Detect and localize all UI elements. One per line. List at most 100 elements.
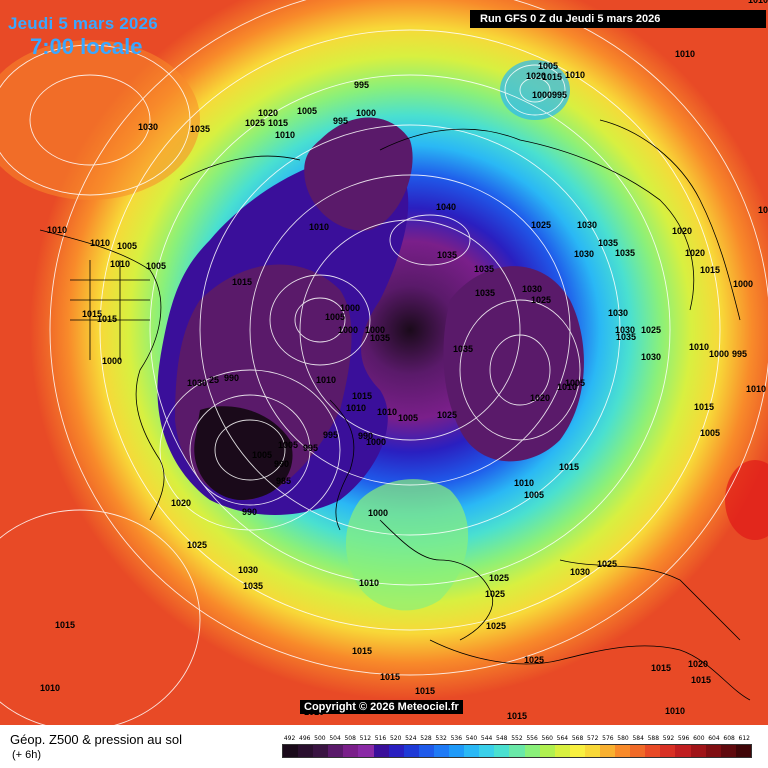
isobar-label: 1030 [238, 565, 258, 575]
high-cell-africa [725, 460, 768, 540]
isobar-label: 1015 [559, 462, 579, 472]
isobar-label: 1010 [689, 342, 709, 352]
isobar-label: 1010 [40, 683, 60, 693]
colorbar-tick: 608 [723, 735, 735, 742]
isobar-label: 1030 [615, 325, 635, 335]
legend-footer: Géop. Z500 & pression au sol (+ 6h) 492 4… [0, 725, 768, 768]
isobar-label: 1030 [577, 220, 597, 230]
isobar-label: 1015 [352, 391, 372, 401]
colorbar-tick: 580 [617, 735, 629, 742]
isobar-label: 1010 [309, 222, 329, 232]
coastlines [39, 119, 751, 701]
isobar-label: 1010 [316, 375, 336, 385]
isobar-label: 1005 [538, 61, 558, 71]
isobar-label: 1015 [380, 672, 400, 682]
low-cell-north-pacific [500, 60, 570, 120]
isobar-contours [0, 0, 768, 725]
isobar-label: 1000 [340, 303, 360, 313]
isobar-label: 1010 [377, 407, 397, 417]
isobar-label: 1030 [138, 122, 158, 132]
isobar-label: 1015 [691, 675, 711, 685]
colorbar-tick: 596 [677, 735, 690, 742]
isobar-label: 1025 [486, 621, 506, 631]
isobar-label: 1005 [398, 413, 418, 423]
colorbar-tick: 612 [738, 735, 750, 742]
colorbar-tick: 540 [465, 735, 478, 742]
isobar-label: 990 [358, 431, 373, 441]
isobar-label: 1010 [557, 382, 577, 392]
colorbar-swatch [283, 745, 299, 757]
forecast-date: Jeudi 5 mars 2026 [8, 14, 158, 33]
colorbar-swatch [630, 745, 646, 757]
colorbar-swatch [298, 745, 314, 757]
isobar-label: 1025 [531, 295, 551, 305]
isobar-label: 1000 [338, 325, 358, 335]
isobar-label: 1010 [675, 49, 695, 59]
isobar-label: 1025 [437, 410, 457, 420]
isobar-label: 1030 [608, 308, 628, 318]
isobar-label: 1015 [758, 205, 768, 215]
isobar-label: 995 [333, 116, 348, 126]
colorbar-swatch [584, 745, 600, 757]
colorbar-tick: 600 [693, 735, 705, 742]
isobar-label: 1010 [746, 384, 766, 394]
colorbar-tick: 560 [541, 735, 553, 742]
colorbar-swatch [433, 745, 450, 757]
colorbar-tick: 496 [299, 735, 311, 742]
colorbar-swatch [358, 745, 374, 757]
colorbar-tick: 500 [314, 735, 326, 742]
isobar-label: 1010 [665, 706, 685, 716]
isobar-label: 1000 [365, 325, 385, 335]
colorbar-swatch [313, 745, 329, 757]
colorbar-tick: 572 [586, 735, 599, 742]
colorbar-swatch [599, 745, 616, 757]
isobar-label: 1030 [570, 567, 590, 577]
isobar-label: 985 [276, 476, 291, 486]
colorbar-swatch [479, 745, 495, 757]
isobar-label: 1010 [359, 578, 379, 588]
isobar-label: 1010 [565, 70, 585, 80]
forecast-time: 7:00 locale [30, 34, 143, 59]
colorbar-swatch [615, 745, 631, 757]
colorbar-swatch [328, 745, 344, 757]
isobar-label: 1015 [542, 72, 562, 82]
isobar-label: 1020 [530, 393, 550, 403]
isobar-label: 1025 [489, 573, 509, 583]
colorbar-tick: 564 [556, 735, 569, 742]
isobar-label: 1000 [709, 349, 729, 359]
isobar-label: 1000 [102, 356, 122, 366]
isobar-label: 1025 [245, 118, 265, 128]
isobar-label: 1025 [531, 220, 551, 230]
isobar-label: 1005 [146, 261, 166, 271]
isobar-label: 1020 [258, 108, 278, 118]
high-cell-pacific [0, 40, 200, 200]
isobar-label: 990 [224, 373, 239, 383]
isobar-label: 1020 [171, 498, 191, 508]
isobar-label: 1015 [700, 265, 720, 275]
isobar-label: 1020 [672, 226, 692, 236]
isobar-label: 1000 [356, 108, 376, 118]
isobar-label: 1030 [574, 249, 594, 259]
isobar-label: 1035 [475, 288, 495, 298]
isobar-label: 1010 [110, 259, 130, 269]
isobar-label: 1015 [415, 686, 435, 696]
isobar-label: 1015 [352, 646, 372, 656]
colorbar-tick: 584 [632, 735, 644, 742]
colorbar-tick: 504 [329, 735, 341, 742]
isobar-label: 1030 [187, 378, 207, 388]
colorbar-swatch [373, 745, 389, 757]
colorbar-swatch [509, 745, 525, 757]
colorbar-tick: 544 [480, 735, 493, 742]
isobar-label: 1005 [117, 241, 137, 251]
isobar-label: 1010 [514, 478, 534, 488]
colorbar-tick: 588 [647, 735, 660, 742]
isobar-label: 1020 [526, 71, 546, 81]
colorbar-swatch [464, 745, 480, 757]
isobar-label: 1035 [453, 344, 473, 354]
colorbar-swatch [660, 745, 676, 757]
polar-vortex-lobe [304, 117, 413, 231]
isobar-label: 1005 [252, 450, 272, 460]
